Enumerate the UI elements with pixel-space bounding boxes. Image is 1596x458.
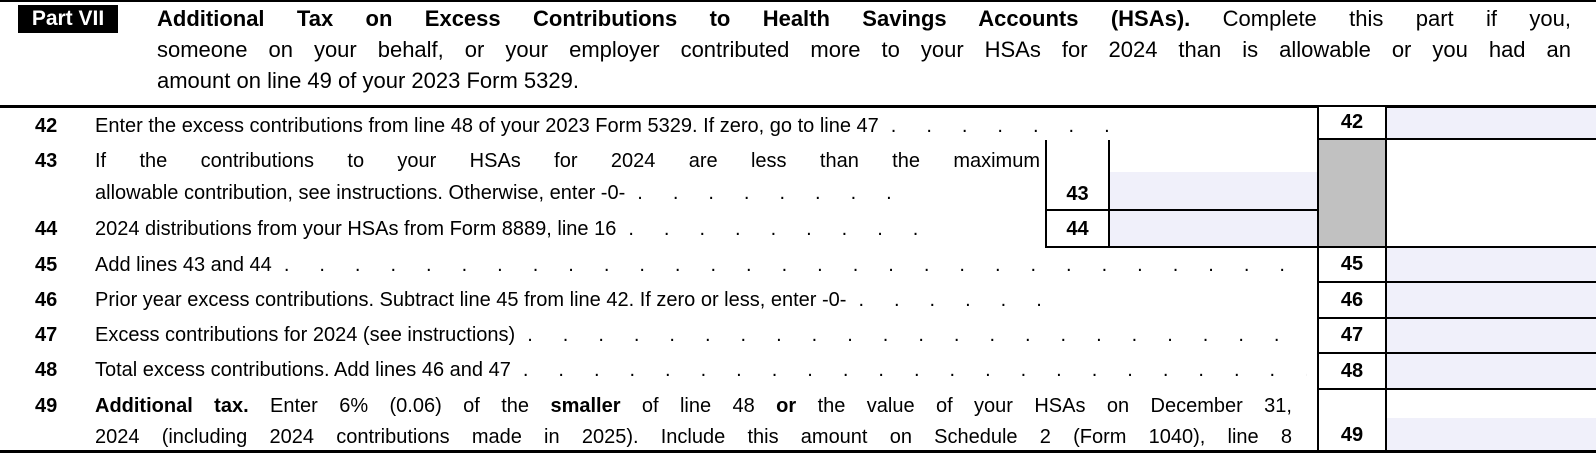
line-49-box-label: 49 xyxy=(1317,388,1387,452)
line-48-box-label: 48 xyxy=(1317,352,1387,390)
line-49-text-1: Additional tax. Enter 6% (0.06) of the s… xyxy=(95,395,1292,417)
part-label: Part VII xyxy=(18,5,118,33)
line-43-text-1: If the contributions to your HSAs for 20… xyxy=(95,150,1040,172)
line-43-number: 43 xyxy=(35,150,58,172)
dot-leader: ......... xyxy=(628,218,949,240)
inner-entry-column xyxy=(1045,140,1110,248)
line-47-number: 47 xyxy=(35,324,58,346)
line-44-amount-field[interactable] xyxy=(1110,211,1317,246)
part-title: Additional Tax on Excess Contributions t… xyxy=(157,6,1191,31)
line-49-text-2: 2024 (including 2024 contributions made … xyxy=(95,426,1292,448)
part-desc-3: amount on line 49 of your 2023 Form 5329… xyxy=(157,68,579,93)
line-47-box-label: 47 xyxy=(1317,317,1387,354)
shaded-cell xyxy=(1317,138,1387,248)
line-44-box-label: 44 xyxy=(1066,218,1089,240)
bottom-rule xyxy=(0,450,1596,453)
line-45-text: Add lines 43 and 44.....................… xyxy=(95,250,1307,280)
line-43-text-2: allowable contribution, see instructions… xyxy=(95,178,1040,208)
part-desc-2: someone on your behalf, or your employer… xyxy=(157,37,1571,62)
top-rule xyxy=(0,0,1596,2)
line-47-amount-field[interactable] xyxy=(1387,319,1596,354)
line-46-text: Prior year excess contributions. Subtrac… xyxy=(95,285,1307,315)
line-46-amount-field[interactable] xyxy=(1387,283,1596,319)
line-43-box-label: 43 xyxy=(1066,183,1089,205)
part-desc-1: Complete this part if you, xyxy=(1222,6,1571,31)
line-42-text: Enter the excess contributions from line… xyxy=(95,111,1307,141)
line-43-bottom-rule xyxy=(1045,209,1317,211)
line-49-amount-field[interactable] xyxy=(1387,418,1596,450)
dot-leader: .............................. xyxy=(283,254,1307,276)
line-45-amount-field[interactable] xyxy=(1387,248,1596,283)
line-42-number: 42 xyxy=(35,115,58,137)
dot-leader: ........ xyxy=(637,182,922,204)
part-header-text: Additional Tax on Excess Contributions t… xyxy=(157,3,1571,96)
line-45-number: 45 xyxy=(35,254,58,276)
line-45-box-label: 45 xyxy=(1317,246,1387,283)
line-42-box-label: 42 xyxy=(1317,105,1387,140)
dot-leader: ....... xyxy=(890,115,1140,137)
dot-leader: ....................... xyxy=(522,359,1307,381)
line-48-text: Total excess contributions. Add lines 46… xyxy=(95,355,1307,385)
line-48-number: 48 xyxy=(35,359,58,381)
line-44-text: 2024 distributions from your HSAs from F… xyxy=(95,214,1040,244)
line-42-amount-field[interactable] xyxy=(1387,108,1596,140)
line-47-text: Excess contributions for 2024 (see instr… xyxy=(95,320,1307,350)
line-46-box-label: 46 xyxy=(1317,281,1387,319)
line-48-amount-field[interactable] xyxy=(1387,354,1596,390)
dot-leader: ...... xyxy=(858,289,1072,311)
dot-leader: ...................... xyxy=(527,324,1307,346)
line-49-number: 49 xyxy=(35,395,58,417)
line-46-number: 46 xyxy=(35,289,58,311)
header-divider-rule xyxy=(0,105,1596,108)
line-44-number: 44 xyxy=(35,218,58,240)
line-43-amount-field[interactable] xyxy=(1110,172,1317,209)
part-title-line: Additional Tax on Excess Contributions t… xyxy=(157,3,1571,34)
